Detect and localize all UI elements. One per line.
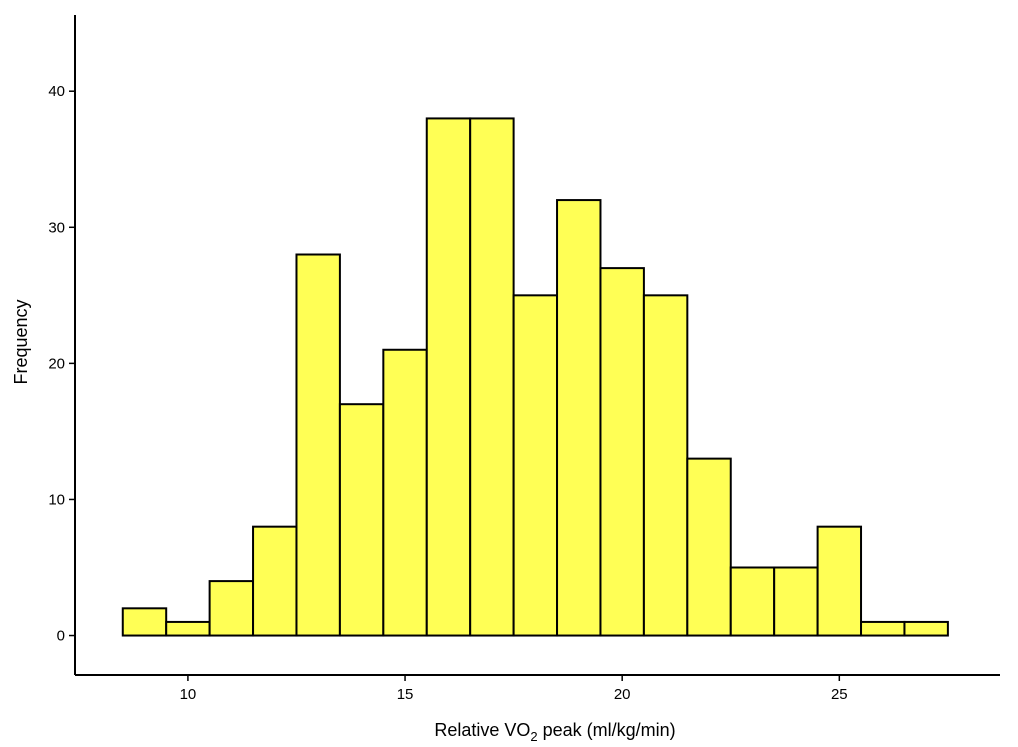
histogram-bar-18 bbox=[903, 620, 949, 637]
bars-group bbox=[121, 117, 949, 637]
histogram-bar-14 bbox=[729, 566, 776, 637]
x-tick-label-10: 10 bbox=[180, 686, 197, 703]
histogram-bar-13 bbox=[686, 457, 732, 637]
y-tick-label-20: 20 bbox=[48, 355, 65, 372]
x-axis-title-subscript: 2 bbox=[530, 729, 537, 744]
histogram-bar-10 bbox=[556, 199, 602, 637]
histogram-bar-11 bbox=[599, 267, 645, 637]
x-axis-title-main: Relative VO bbox=[434, 720, 530, 740]
histogram-bar-5 bbox=[338, 403, 385, 637]
x-axis-title: Relative VO2 peak (ml/kg/min) bbox=[434, 720, 675, 744]
histogram-bar-12 bbox=[642, 294, 689, 637]
y-ticks-group: 0 10 20 30 40 bbox=[48, 83, 75, 645]
x-axis-title-rest: peak (ml/kg/min) bbox=[538, 720, 676, 740]
histogram-bar-9 bbox=[512, 294, 559, 637]
x-ticks-group: 10 15 20 25 bbox=[180, 675, 848, 703]
y-tick-label-40: 40 bbox=[48, 83, 65, 100]
x-tick-label-25: 25 bbox=[831, 686, 848, 703]
y-tick-label-30: 30 bbox=[48, 219, 65, 236]
histogram-bar-6 bbox=[382, 348, 428, 637]
histogram-bar-1 bbox=[165, 620, 211, 637]
histogram-bar-2 bbox=[208, 580, 255, 637]
x-tick-label-20: 20 bbox=[614, 686, 631, 703]
histogram-bar-7 bbox=[425, 117, 472, 637]
histogram-bar-8 bbox=[469, 117, 515, 637]
histogram-bar-17 bbox=[860, 620, 906, 637]
histogram-bar-0 bbox=[121, 607, 168, 637]
y-tick-label-0: 0 bbox=[57, 628, 65, 645]
y-tick-label-10: 10 bbox=[48, 491, 65, 508]
histogram-bar-15 bbox=[773, 566, 819, 637]
x-tick-label-15: 15 bbox=[397, 686, 414, 703]
y-axis-title: Frequency bbox=[11, 299, 31, 384]
histogram-bar-3 bbox=[252, 525, 298, 637]
histogram-bar-4 bbox=[295, 253, 341, 637]
histogram-bar-16 bbox=[816, 525, 863, 637]
